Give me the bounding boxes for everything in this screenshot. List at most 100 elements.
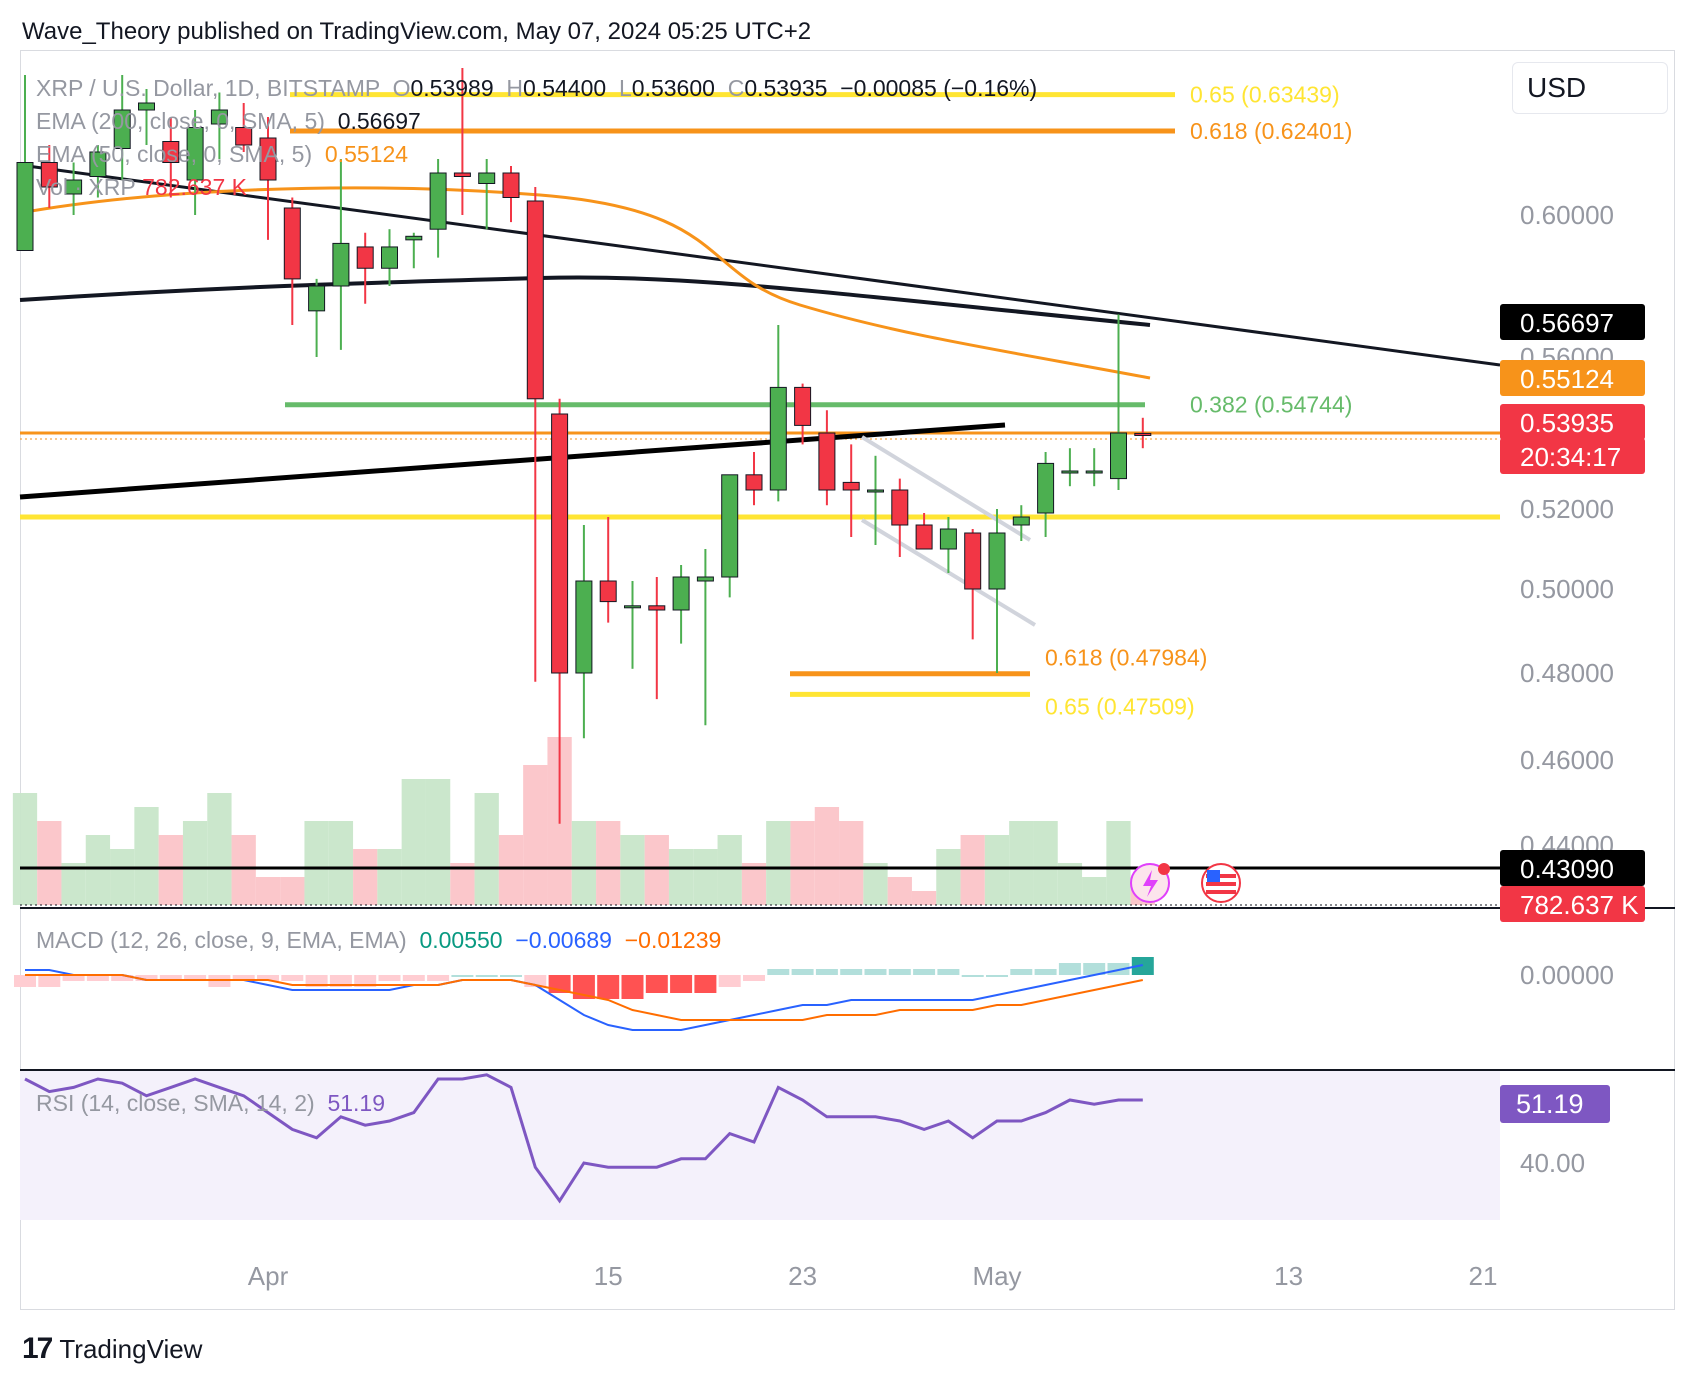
macd-hist-bar: [184, 975, 207, 981]
volume-bar: [182, 821, 208, 905]
time-axis: Apr 15 23 May 13 21: [248, 1261, 1498, 1291]
price-label-text: 0.55124: [1520, 364, 1614, 394]
ascending-trendline: [19, 422, 1006, 500]
ema200-line: [19, 275, 1151, 327]
candle-body: [794, 386, 812, 426]
ema50-line: [19, 186, 1151, 380]
candle-body: [575, 580, 593, 674]
candle-body: [186, 127, 204, 181]
rsi-legend[interactable]: RSI (14, close, SMA, 14, 2) 51.19: [36, 1090, 386, 1116]
macd-hist-bar: [281, 975, 304, 981]
macd-hist-bar: [1058, 963, 1081, 975]
candle-body: [842, 481, 860, 491]
volume-bar: [61, 863, 86, 905]
rsi-pane: 40.00 51.19: [24, 1073, 1610, 1204]
volume-bar: [1009, 821, 1034, 905]
rsi-value-box: [1500, 1085, 1610, 1123]
macd-hist-bar: [670, 975, 693, 993]
price-label-box: [1500, 404, 1645, 440]
volume-bar: [328, 821, 354, 905]
macd-hist-bar: [743, 975, 765, 981]
macd-hist-bar: [961, 975, 984, 977]
volume-bar: [377, 849, 402, 905]
legend-close: 0.53935: [744, 75, 828, 101]
candle-body: [113, 109, 131, 149]
volume-bar: [12, 793, 38, 905]
volume-bar: [766, 821, 791, 905]
macd-pane: 0.00000: [14, 957, 1614, 1031]
candle-body: [162, 141, 180, 163]
time-axis-tick: 15: [594, 1261, 623, 1291]
volume-bar: [304, 821, 329, 905]
macd-hist-bar: [597, 975, 620, 999]
macd-hist-bar: [38, 975, 61, 987]
volume-bar: [814, 807, 840, 905]
volume-bar: [158, 835, 183, 905]
candle-body: [891, 489, 909, 526]
volume-bar: [596, 821, 621, 905]
candle-body: [1110, 432, 1127, 480]
candle-body: [210, 109, 228, 125]
price-axis-tick: 0.50000: [1520, 574, 1614, 604]
rsi-value-label: 51.19: [1516, 1089, 1584, 1119]
macd-hist-bar: [1034, 969, 1057, 975]
candle-body: [502, 172, 520, 198]
time-axis-tick: 21: [1469, 1261, 1498, 1291]
legend-ema50-row[interactable]: EMA (50, close, 0, SMA, 5) 0.55124: [36, 141, 409, 167]
price-label-box: [1500, 850, 1645, 886]
macd-hist-bar: [645, 975, 668, 993]
volume-bar: [790, 821, 815, 905]
candle-body: [818, 432, 836, 491]
footer-brand-label: TradingView: [59, 1333, 203, 1364]
time-axis-tick: 23: [788, 1261, 817, 1291]
candle-body: [599, 580, 617, 603]
volume-bar: [668, 849, 694, 905]
flash-event-icon[interactable]: [1130, 863, 1170, 903]
macd-hist-bar: [840, 969, 863, 975]
volume-bar: [741, 863, 767, 905]
candle-body: [478, 172, 496, 184]
us-flag-event-icon[interactable]: [1201, 863, 1241, 903]
legend-symbol[interactable]: XRP / U.S. Dollar, 1D, BITSTAMP: [36, 75, 380, 101]
price-label-text: 0.53935: [1520, 408, 1614, 438]
macd-legend[interactable]: MACD (12, 26, close, 9, EMA, EMA) 0.0055…: [36, 927, 722, 953]
legend-ohlc-row: XRP / U.S. Dollar, 1D, BITSTAMP O0.53989…: [36, 75, 1038, 101]
candle-body: [138, 102, 155, 111]
legend-ema200-row[interactable]: EMA (200, close, 0, SMA, 5) 0.56697: [36, 108, 421, 134]
currency-button[interactable]: USD: [1512, 62, 1668, 114]
candle-body: [964, 532, 982, 590]
candle-body: [988, 532, 1006, 590]
price-label-box: [1500, 886, 1645, 922]
macd-hist-value: 0.00550: [419, 927, 503, 953]
volume-bar: [255, 877, 281, 905]
candle-body: [259, 137, 277, 181]
macd-hist-bar: [986, 975, 1008, 977]
macd-hist-bar: [451, 975, 474, 977]
volume-bar: [425, 779, 451, 905]
candle-body: [915, 524, 933, 550]
price-label-text: 0.43090: [1520, 854, 1614, 884]
legend-volume-row[interactable]: Vol · XRP 782.637 K: [36, 174, 247, 200]
macd-hist-bar: [864, 969, 887, 975]
volume-bar: [85, 835, 111, 905]
tradingview-logo-icon: 17: [22, 1332, 53, 1365]
macd-hist-bar: [815, 969, 838, 975]
macd-signal-line: [25, 974, 1144, 1021]
candle-body: [721, 474, 739, 578]
legend-low: 0.53600: [631, 75, 715, 101]
volume-bar: [620, 835, 645, 905]
price-label-box: [1500, 360, 1645, 396]
candle-body: [429, 172, 447, 230]
volume-bar: [1033, 821, 1058, 905]
fib-level-label: 0.382 (0.54744): [1190, 392, 1352, 418]
candle-body: [624, 605, 641, 609]
volume-bar: [1106, 821, 1131, 905]
footer-brand[interactable]: 17 TradingView: [22, 1332, 202, 1366]
chart-frame: [20, 50, 1675, 1310]
candle-body: [65, 179, 83, 195]
volume-bar: [474, 793, 499, 905]
macd-hist-bar: [694, 975, 717, 993]
price-axis-tick: 0.48000: [1520, 658, 1614, 688]
time-axis-tick: 13: [1274, 1261, 1303, 1291]
